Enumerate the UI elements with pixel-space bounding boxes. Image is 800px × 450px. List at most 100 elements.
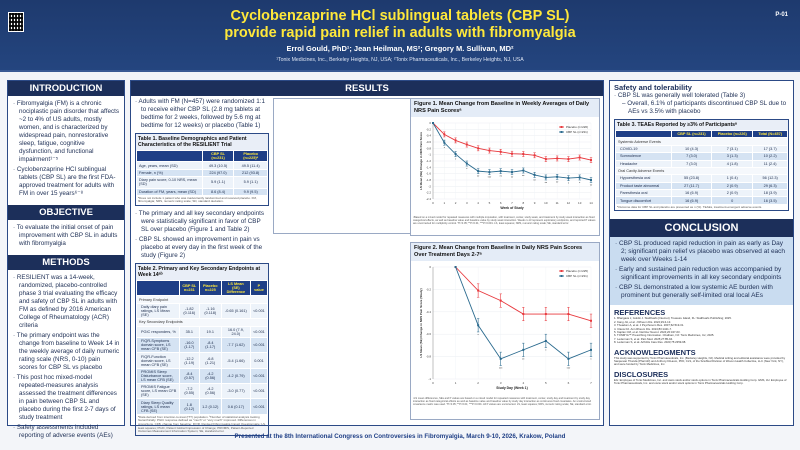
data-point [590,319,592,322]
qr-code-icon[interactable] [8,12,24,32]
table-row: Somnolence 7 (3.0) 3 (1.3) 10 (2.2) [615,152,788,161]
data-point [544,339,547,342]
table-cell: 212 (93.8) [233,168,268,178]
data-point [522,153,525,156]
table2-grid: CBP SL n=231 Placebo n=225 LS Mean (SE) Di… [136,280,269,415]
disclosures-text: EG: Employee of Tonix Medicines, Inc. an… [614,377,787,386]
table-cell: 9.9 (9.5) [233,187,268,196]
right-column: Safety and tolerability CBP SL was gener… [609,80,794,426]
significance-label: * [466,167,468,171]
x-tick-label: 7 [590,381,592,385]
table-cell: Somnolence [615,152,672,161]
table-cell: Diary Sleep Quality ratings, LS mean CFB… [136,398,180,415]
table-row: Duration of FM, years, mean (SD) 8.6 (8.… [136,187,268,196]
results-text-column: Adults with FM (N=457) were randomized 1… [135,98,269,436]
y-axis-label: LS Mean (SE) Change in NRS Pain Score (S… [419,288,423,357]
table-cell: COVID-19 [615,144,672,154]
reference-item: 3. Theadom A, et al. J Psychosom Res. 20… [614,323,685,328]
list-item: The primary endpoint was the change from… [13,332,120,372]
x-tick-label: 9 [534,201,536,205]
legend-marker [560,270,563,272]
reference-item: 1. Bhargava J, Goldin J. StatPearls [Int… [614,316,732,321]
introduction-list: Fibromyalgia (FM) is a chronic nociplast… [8,96,124,202]
data-point [556,175,559,178]
x-tick-label: 13 [578,201,582,205]
table-cell: 16.0 (7.9, 24.0) [220,325,251,338]
table-section-row: Systemic Adverse Events [615,137,788,146]
table-cell: Daily diary pain ratings, LS Mean (SE) [136,302,180,320]
reference-item: 2. Kang JH, et al. J Rheum Dis. 2022;29:… [614,319,672,324]
x-tick-label: 0 [432,381,434,385]
table-cell: -4.2 (0.56) [198,367,222,385]
affiliations: ¹Tonix Medicines, Inc., Berkeley Heights… [276,57,524,63]
table1-header: CBP SL (n=231) [201,149,235,163]
data-point [522,313,525,316]
significance-label: * [455,158,457,162]
table-row: Female, n (%) 224 (97.0) 212 (93.8) [136,168,268,178]
x-tick-label: 7 [511,201,513,205]
figure2-panel: Figure 2. Mean Change from Baseline in D… [410,242,600,420]
table3-caption: Table 3. TEAEs Reported by ≥3% of Partic… [615,120,788,130]
significance-label: ** [522,174,525,178]
table2-header: Placebo n=225 [198,280,222,297]
x-axis-label: Study Day (Week 1) [496,386,527,390]
data-point [454,266,457,268]
objective-list: To evaluate the initial onset of pain im… [8,220,124,252]
significance-label: * [590,358,592,362]
table-row: COVID-19 10 (4.3) 7 (3.1) 17 (3.7) [615,144,788,154]
y-tick-label: -0.8 [426,146,432,150]
table-cell: Female, n (%) [136,168,203,178]
table-row: Paresthesia oral 16 (6.9) 2 (0.9) 18 (3.9) [615,188,788,198]
table3: Table 3. TEAEs Reported by ≥3% of Partic… [614,119,789,212]
data-point [443,141,446,144]
data-point [477,324,480,327]
table3-header: Total (N=457) [752,129,788,139]
data-point [544,176,547,179]
references-list: 1. Bhargava J, Goldin J. StatPearls [Int… [614,316,789,345]
table-cell: -0.65 (0.161) [220,302,251,320]
table-cell: PROMIS Fatigue score, LS mean CFB (SE) [136,383,180,400]
data-point [511,152,513,155]
reference-item: 5. Kaplan CM, et al. Nat Rev Neurol. 202… [614,329,681,334]
y-tick-label: -1.8 [426,178,432,182]
table-cell: 1.8 (0.12) [178,398,200,415]
table-cell: Headache [615,159,672,168]
legend-marker [560,126,563,128]
table3-header: CBP SL (n=231) [670,129,713,139]
table-row: Product taste abnormal 27 (11.7) 2 (0.9) 29… [615,181,788,191]
x-tick-label: 10 [544,201,548,205]
table-cell: 16 (6.9) [670,196,713,205]
conclusion-heading: CONCLUSION [610,219,793,238]
table-cell: <0.001 [249,325,269,338]
disclosures-heading: DISCLOSURES [614,369,669,379]
significance-label: ** [533,178,536,182]
references-section: REFERENCES 1. Bhargava J, Goldin J. Stat… [610,308,793,385]
table-cell: Age, years, mean (SD) [136,161,203,170]
table-cell: 5.9 (1.1) [233,176,268,189]
reference-item: 8. Lederman S, et al. Arthritis Care Res… [614,340,687,345]
table-cell: -1.16 (0.118) [198,302,222,320]
table2-header [136,280,180,297]
table2-header: P value [249,280,269,297]
data-point [533,173,536,176]
table-cell: Paresthesia oral [615,188,672,198]
data-point [454,153,457,156]
table-cell: 10 (2.2) [752,152,788,161]
table-cell: 0.001 [249,352,269,369]
list-item: RESILIENT was a 14-week, randomized, pla… [13,274,120,330]
safety-heading: Safety and tolerability [614,83,692,92]
table-row: PGIC responders, % 35.1 19.1 16.0 (7.9, 24.… [136,325,269,338]
results-heading: RESULTS [131,81,603,96]
data-point [590,179,592,181]
x-tick-label: 8 [522,201,524,205]
table-cell: 35.1 [178,325,200,338]
significance-label: *** [567,367,571,371]
safety-sub-text: Overall, 6.1% of participants discontinu… [627,100,787,115]
data-point [578,176,581,179]
poster-header: P-01 Cyclobenzaprine HCl sublingual tabl… [0,0,800,72]
x-tick-label: 11 [556,201,559,205]
data-point [522,169,525,172]
x-tick-label: 4 [477,201,479,205]
data-point [590,159,592,162]
table-cell: -4.2 (0.56) [198,383,222,400]
